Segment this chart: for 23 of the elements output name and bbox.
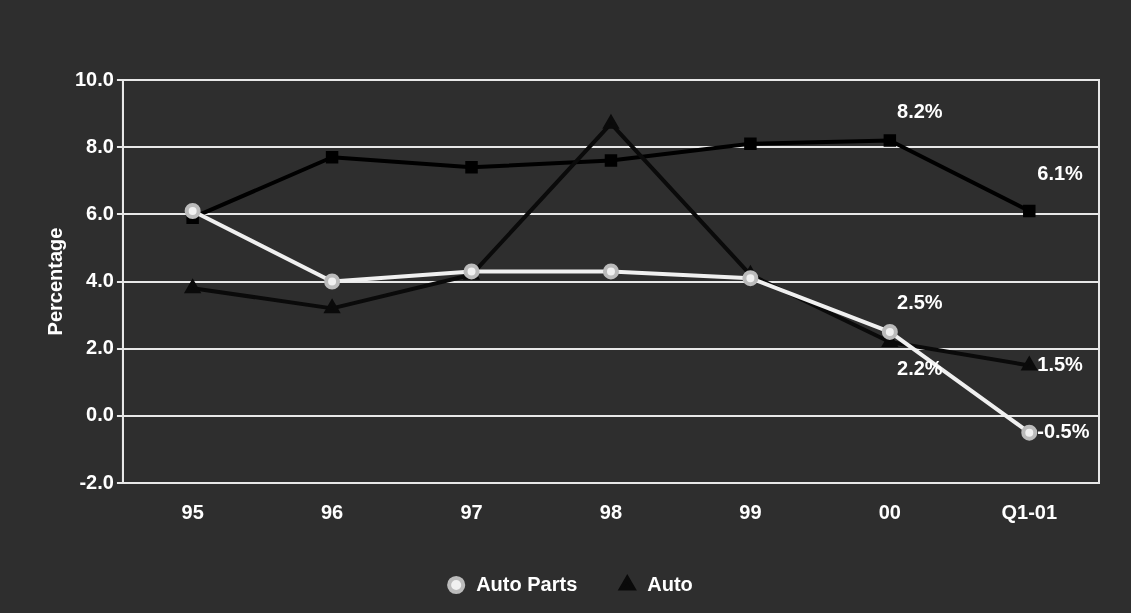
x-tick-label: Q1-01 xyxy=(1001,500,1058,523)
y-tick-label: 0.0 xyxy=(86,403,114,426)
x-tick-label: 98 xyxy=(599,500,623,523)
y-tick-label: -2.0 xyxy=(79,470,114,493)
data-label: -0.5% xyxy=(1037,420,1090,443)
x-tick-label: 96 xyxy=(320,500,344,523)
y-tick-label: 4.0 xyxy=(86,269,114,292)
data-label: 2.2% xyxy=(897,357,943,380)
legend-label: Auto xyxy=(647,572,693,595)
x-tick-label: 95 xyxy=(181,500,204,523)
data-label: 6.1% xyxy=(1037,162,1084,185)
y-tick-label: 10.0 xyxy=(74,67,114,90)
y-axis-title: Percentage xyxy=(43,227,66,336)
x-tick-label: 97 xyxy=(460,500,483,523)
y-tick-label: 6.0 xyxy=(86,201,114,224)
x-tick-label: 00 xyxy=(878,500,901,523)
legend-label: Auto Parts xyxy=(476,572,578,595)
data-label: 2.5% xyxy=(897,291,943,314)
y-tick-label: 2.0 xyxy=(86,336,114,359)
x-tick-label: 99 xyxy=(739,500,762,523)
data-label: 1.5% xyxy=(1037,352,1084,375)
data-label: 8.2% xyxy=(897,99,943,122)
y-tick-label: 8.0 xyxy=(86,134,114,157)
